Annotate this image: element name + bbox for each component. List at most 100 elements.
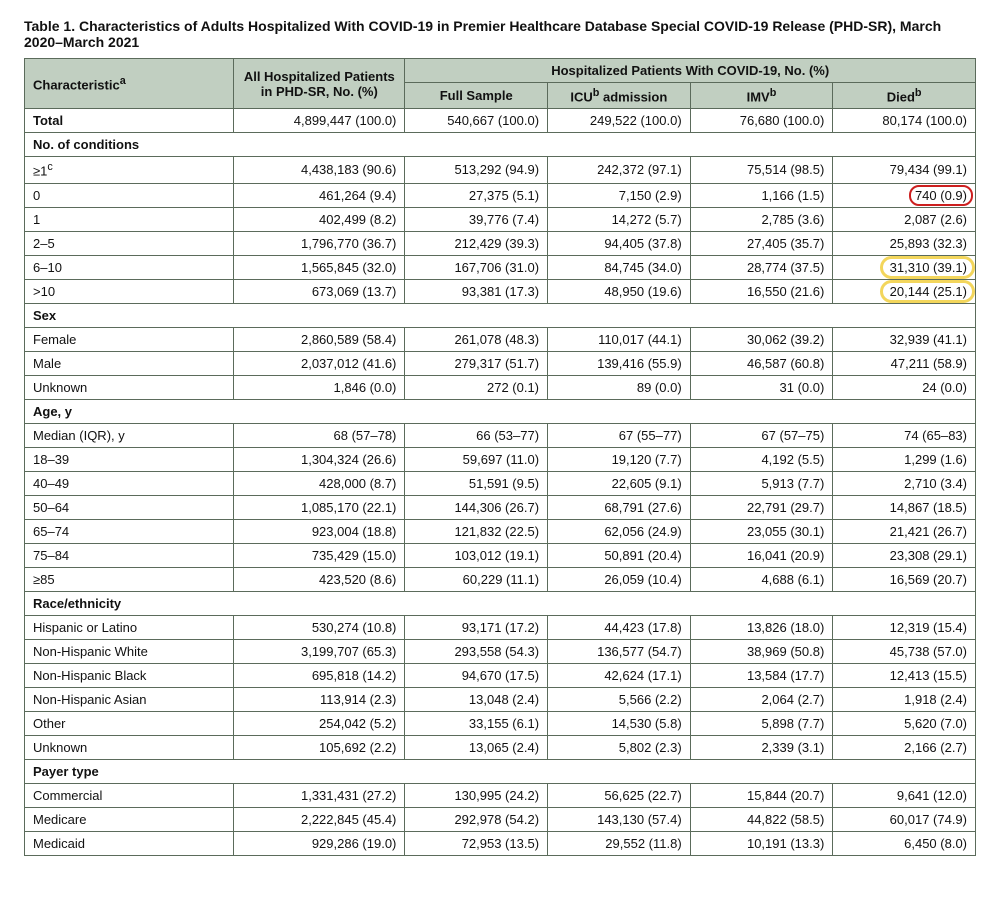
cell: 1,331,431 (27.2): [234, 783, 405, 807]
table-title: Table 1. Characteristics of Adults Hospi…: [24, 18, 976, 50]
cell: 5,898 (7.7): [690, 711, 833, 735]
table-row: 75–84735,429 (15.0)103,012 (19.1)50,891 …: [25, 543, 976, 567]
cell: 27,405 (35.7): [690, 231, 833, 255]
row-label: Commercial: [25, 783, 234, 807]
cell: 31,310 (39.1): [833, 255, 976, 279]
cell: 14,530 (5.8): [548, 711, 691, 735]
cell: 67 (55–77): [548, 423, 691, 447]
row-label: Non-Hispanic Asian: [25, 687, 234, 711]
cell: 13,584 (17.7): [690, 663, 833, 687]
row-label: 65–74: [25, 519, 234, 543]
table-row: Unknown105,692 (2.2)13,065 (2.4)5,802 (2…: [25, 735, 976, 759]
cell: 7,150 (2.9): [548, 183, 691, 207]
cell: 113,914 (2.3): [234, 687, 405, 711]
cell: 2,087 (2.6): [833, 207, 976, 231]
cell: 94,670 (17.5): [405, 663, 548, 687]
table-row: Male2,037,012 (41.6)279,317 (51.7)139,41…: [25, 351, 976, 375]
cell: 279,317 (51.7): [405, 351, 548, 375]
cell: 84,745 (34.0): [548, 255, 691, 279]
cell: 26,059 (10.4): [548, 567, 691, 591]
table-row: 2–51,796,770 (36.7)212,429 (39.3)94,405 …: [25, 231, 976, 255]
section-header: Sex: [25, 303, 976, 327]
cell: 12,319 (15.4): [833, 615, 976, 639]
table-header: Characteristica All Hospitalized Patient…: [25, 59, 976, 109]
cell: 66 (53–77): [405, 423, 548, 447]
row-label: 50–64: [25, 495, 234, 519]
cell: 428,000 (8.7): [234, 471, 405, 495]
cell: 530,274 (10.8): [234, 615, 405, 639]
cell: 261,078 (48.3): [405, 327, 548, 351]
table-row: 50–641,085,170 (22.1)144,306 (26.7)68,79…: [25, 495, 976, 519]
cell: 1,304,324 (26.6): [234, 447, 405, 471]
cell: 31 (0.0): [690, 375, 833, 399]
row-label: 18–39: [25, 447, 234, 471]
table-row: Non-Hispanic Asian113,914 (2.3)13,048 (2…: [25, 687, 976, 711]
cell: 249,522 (100.0): [548, 109, 691, 133]
table-row: Medicaid929,286 (19.0)72,953 (13.5)29,55…: [25, 831, 976, 855]
row-label: Unknown: [25, 735, 234, 759]
table-row: Sex: [25, 303, 976, 327]
table-row: Unknown1,846 (0.0)272 (0.1)89 (0.0)31 (0…: [25, 375, 976, 399]
row-label: >10: [25, 279, 234, 303]
cell: 59,697 (11.0): [405, 447, 548, 471]
cell: 74 (65–83): [833, 423, 976, 447]
cell: 4,899,447 (100.0): [234, 109, 405, 133]
cell: 32,939 (41.1): [833, 327, 976, 351]
cell: 121,832 (22.5): [405, 519, 548, 543]
cell: 540,667 (100.0): [405, 109, 548, 133]
cell: 143,130 (57.4): [548, 807, 691, 831]
cell: 45,738 (57.0): [833, 639, 976, 663]
cell: 16,041 (20.9): [690, 543, 833, 567]
cell: 28,774 (37.5): [690, 255, 833, 279]
cell: 16,569 (20.7): [833, 567, 976, 591]
cell: 22,791 (29.7): [690, 495, 833, 519]
cell: 56,625 (22.7): [548, 783, 691, 807]
cell: 16,550 (21.6): [690, 279, 833, 303]
cell: 292,978 (54.2): [405, 807, 548, 831]
cell: 14,272 (5.7): [548, 207, 691, 231]
row-label: Other: [25, 711, 234, 735]
row-label: 1: [25, 207, 234, 231]
cell: 47,211 (58.9): [833, 351, 976, 375]
cell: 39,776 (7.4): [405, 207, 548, 231]
cell: 93,171 (17.2): [405, 615, 548, 639]
cell: 30,062 (39.2): [690, 327, 833, 351]
section-header: Race/ethnicity: [25, 591, 976, 615]
cell: 1,565,845 (32.0): [234, 255, 405, 279]
col-died: Diedb: [833, 83, 976, 109]
cell: 2,339 (3.1): [690, 735, 833, 759]
cell: 9,641 (12.0): [833, 783, 976, 807]
cell: 212,429 (39.3): [405, 231, 548, 255]
cell: 513,292 (94.9): [405, 157, 548, 183]
cell: 461,264 (9.4): [234, 183, 405, 207]
cell: 2,166 (2.7): [833, 735, 976, 759]
cell: 1,085,170 (22.1): [234, 495, 405, 519]
cell: 62,056 (24.9): [548, 519, 691, 543]
cell: 293,558 (54.3): [405, 639, 548, 663]
row-label: Median (IQR), y: [25, 423, 234, 447]
table-row: Female2,860,589 (58.4)261,078 (48.3)110,…: [25, 327, 976, 351]
cell: 3,199,707 (65.3): [234, 639, 405, 663]
cell: 12,413 (15.5): [833, 663, 976, 687]
cell: 167,706 (31.0): [405, 255, 548, 279]
row-label: Male: [25, 351, 234, 375]
cell: 21,421 (26.7): [833, 519, 976, 543]
cell: 144,306 (26.7): [405, 495, 548, 519]
col-full-sample: Full Sample: [405, 83, 548, 109]
row-label: Total: [25, 109, 234, 133]
section-header: No. of conditions: [25, 133, 976, 157]
cell: 136,577 (54.7): [548, 639, 691, 663]
table-row: 40–49428,000 (8.7)51,591 (9.5)22,605 (9.…: [25, 471, 976, 495]
row-label: 0: [25, 183, 234, 207]
cell: 80,174 (100.0): [833, 109, 976, 133]
cell: 929,286 (19.0): [234, 831, 405, 855]
row-label: 6–10: [25, 255, 234, 279]
row-label: ≥85: [25, 567, 234, 591]
cell: 68 (57–78): [234, 423, 405, 447]
row-label: Unknown: [25, 375, 234, 399]
col-all-hospitalized: All Hospitalized Patients in PHD-SR, No.…: [234, 59, 405, 109]
cell: 23,055 (30.1): [690, 519, 833, 543]
cell: 110,017 (44.1): [548, 327, 691, 351]
row-label: Non-Hispanic White: [25, 639, 234, 663]
cell: 79,434 (99.1): [833, 157, 976, 183]
